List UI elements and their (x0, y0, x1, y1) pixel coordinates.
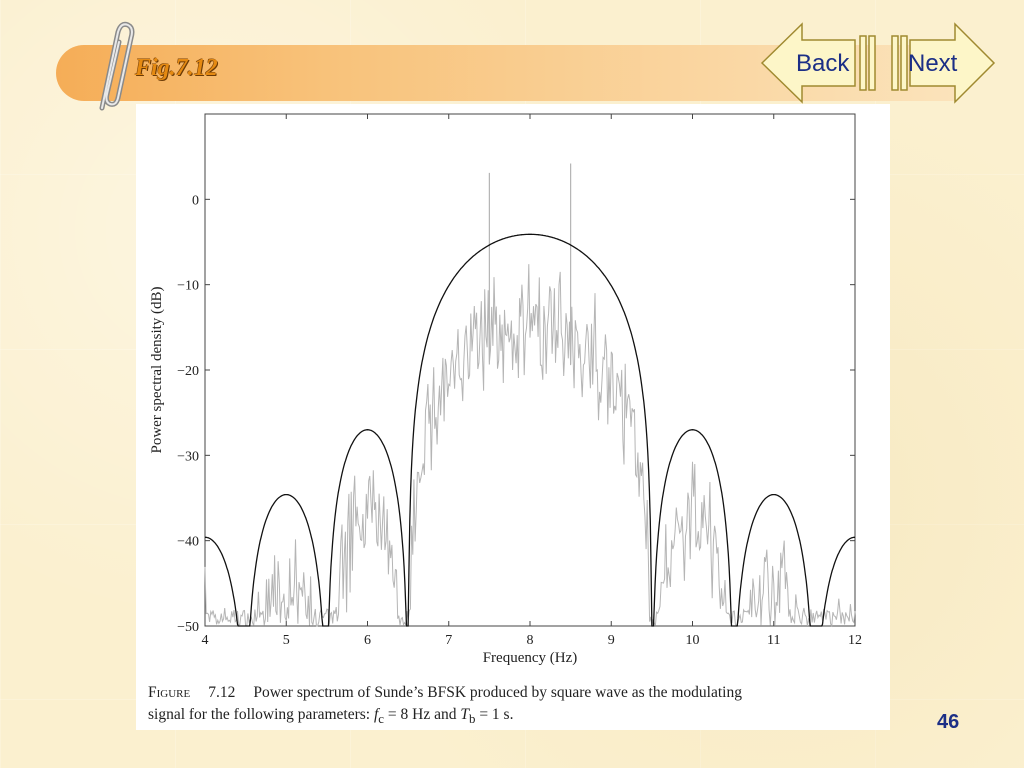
x-tick-label: 8 (527, 633, 534, 648)
back-button[interactable]: Back (760, 22, 890, 104)
x-tick-label: 6 (364, 633, 371, 648)
x-tick-label: 5 (283, 633, 290, 648)
slide-title: Fig.7.12 (135, 55, 218, 81)
x-axis-ticks: 4 5 6 7 8 9 10 11 12 (202, 114, 862, 648)
fc-text: = 8 Hz and (384, 706, 461, 723)
y-tick-label: −20 (177, 364, 199, 379)
y-tick-label: 0 (192, 193, 199, 208)
series-layer (204, 163, 856, 628)
tb-subscript: b (468, 711, 476, 727)
measured-spectrum-line (204, 264, 856, 628)
next-arrow-icon (891, 22, 996, 104)
x-tick-label: 4 (202, 633, 209, 648)
figure-caption: Figure 7.12 Power spectrum of Sunde’s BFSK… (148, 682, 888, 730)
y-tick-label: −30 (177, 449, 199, 464)
y-axis-label: Power spectral density (dB) (149, 286, 165, 453)
y-tick-label: −10 (177, 279, 199, 294)
y-tick-label: −50 (177, 620, 199, 635)
plot-frame (204, 113, 856, 627)
y-tick-label: −40 (177, 535, 199, 550)
fc-subscript: c (378, 711, 385, 727)
caption-label: Figure (148, 684, 191, 701)
x-tick-label: 11 (767, 633, 780, 648)
x-tick-label: 10 (686, 633, 700, 648)
page-number: 46 (937, 711, 960, 733)
tb-text: = 1 s. (475, 706, 514, 723)
x-tick-label: 7 (445, 633, 452, 648)
y-axis-ticks: 0 −10 −20 −30 −40 −50 (177, 193, 855, 635)
x-axis-label: Frequency (Hz) (483, 650, 578, 666)
caption-line2-prefix: signal for the following parameters: (148, 706, 374, 723)
theoretical-envelope-line (205, 233, 855, 627)
back-label: Back (796, 50, 850, 77)
tb-symbol: T (460, 706, 469, 723)
next-label: Next (908, 50, 958, 77)
x-tick-label: 12 (848, 633, 862, 648)
fc-symbol: f (373, 706, 379, 723)
caption-number: 7.12 (208, 684, 236, 701)
caption-line1: Power spectrum of Sunde’s BFSK produced … (253, 684, 742, 701)
paperclip-icon (99, 21, 135, 111)
figure-panel: 0 −10 −20 −30 −40 −50 4 5 6 7 8 9 10 11 12 Frequency … (136, 104, 890, 730)
back-arrow-icon (760, 22, 876, 104)
power-spectrum-chart: 0 −10 −20 −30 −40 −50 4 5 6 7 8 9 10 11 12 Frequency … (149, 113, 862, 666)
next-button[interactable]: Next (888, 22, 1018, 104)
x-tick-label: 9 (608, 633, 615, 648)
